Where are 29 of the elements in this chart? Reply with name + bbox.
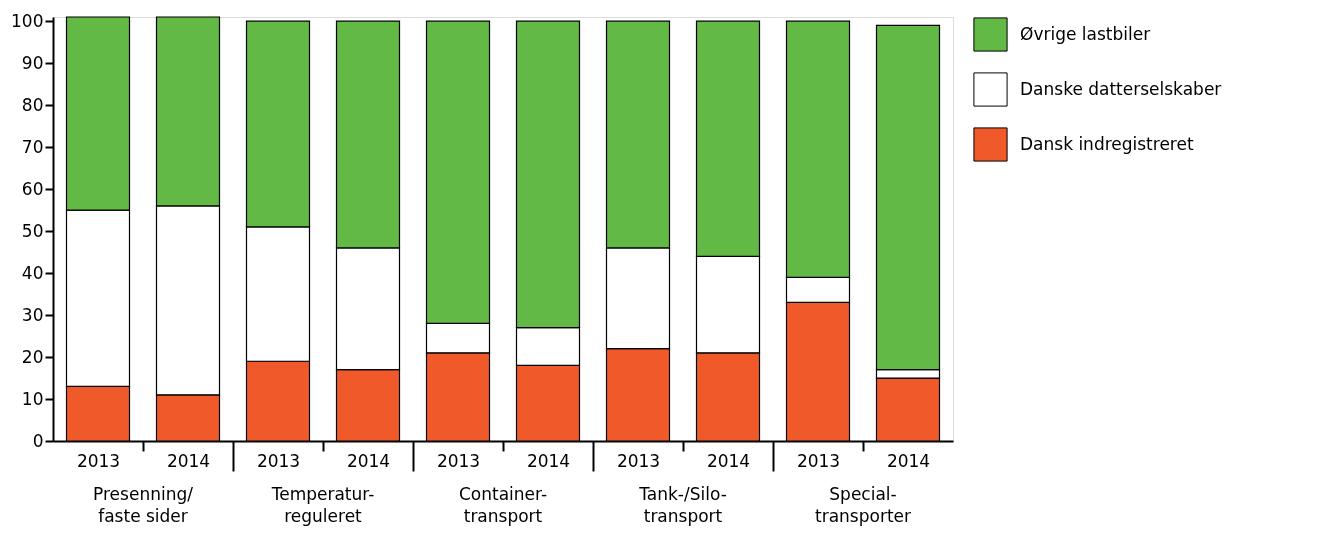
text: Container- transport: [458, 484, 548, 526]
y-tick-label: 100: [11, 10, 44, 31]
y-tick-label: 80: [21, 94, 44, 115]
y-tick-label: 70: [21, 136, 44, 157]
y-tick-label: 60: [21, 178, 44, 199]
text: Special- transporter: [815, 484, 912, 526]
text: Tank-/Silo- transport: [638, 484, 727, 526]
x-tick-label: 2014: [526, 450, 571, 471]
x-tick-label: 2014: [886, 450, 931, 471]
y-tick-label: 50: [21, 220, 44, 241]
y-tick-label: 30: [21, 304, 44, 325]
x-tick-label: 2013: [796, 450, 841, 471]
y-tick-label: 20: [21, 346, 44, 367]
x-tick-label: 2013: [256, 450, 301, 471]
x-tick-label: 2013: [616, 450, 661, 471]
y-tick-label: 90: [21, 52, 44, 73]
text: Temperatur- reguleret: [270, 484, 375, 526]
y-tick-label: 40: [21, 262, 44, 283]
legend-label: Danske datterselskaber: [1020, 78, 1222, 99]
text: Presenning/ faste sider: [93, 484, 194, 526]
x-tick-label: 2014: [346, 450, 391, 471]
legend-label: Øvrige lastbiler: [1020, 23, 1151, 44]
y-tick-label: 0: [32, 430, 44, 451]
x-tick-label: 2013: [436, 450, 481, 471]
x-tick-label: 2013: [76, 450, 121, 471]
x-tick-label: 2014: [706, 450, 751, 471]
y-tick-label: 10: [21, 388, 44, 409]
legend-label: Dansk indregistreret: [1020, 133, 1194, 154]
x-tick-label: 2014: [166, 450, 211, 471]
